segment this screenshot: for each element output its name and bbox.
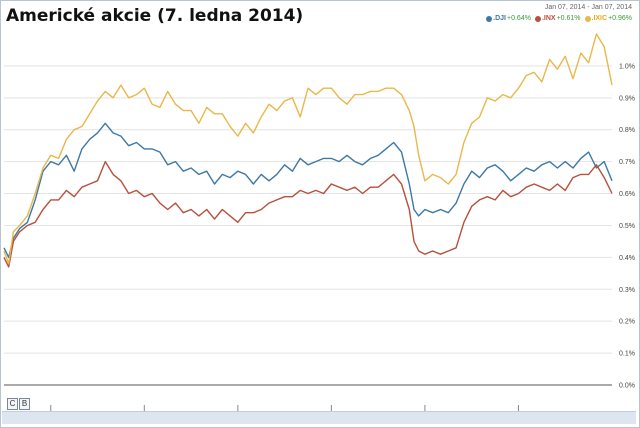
y-tick-label: 0.5% bbox=[619, 223, 635, 230]
y-tick-label: 0.0% bbox=[619, 383, 635, 390]
legend-change-dji: +0.64% bbox=[507, 15, 531, 22]
y-tick-label: 0.3% bbox=[619, 287, 635, 294]
legend-name-dji: .DJI bbox=[493, 15, 506, 22]
y-tick-label: 0.6% bbox=[619, 191, 635, 198]
y-tick-label: 0.2% bbox=[619, 319, 635, 326]
c-button[interactable]: C bbox=[7, 398, 18, 410]
legend-item-dji[interactable]: .DJI +0.64% bbox=[486, 15, 531, 22]
time-scrollbar[interactable] bbox=[2, 411, 636, 424]
series-line-inx bbox=[3, 160, 613, 268]
series-line-ixic bbox=[3, 33, 613, 265]
date-range: Jan 07, 2014 - Jan 07, 2014 bbox=[544, 4, 632, 11]
chart-title: Americké akcie (7. ledna 2014) bbox=[6, 6, 304, 26]
legend-item-ixic[interactable]: .IXIC +0.96% bbox=[584, 15, 632, 22]
chart-controls: C B bbox=[7, 398, 31, 410]
y-tick-label: 0.9% bbox=[619, 95, 635, 102]
y-tick-label: 0.4% bbox=[619, 255, 635, 262]
series-lines bbox=[3, 33, 613, 268]
legend-item-inx[interactable]: .INX +0.61% bbox=[534, 15, 581, 22]
legend-name-ixic: .IXIC bbox=[591, 15, 608, 22]
y-tick-label: 0.8% bbox=[619, 127, 635, 134]
series-line-dji bbox=[3, 122, 613, 259]
y-axis: 0.0% 0.1% 0.2% 0.3% 0.4% 0.5% 0.6% 0.7% 0.8% 0.9%… bbox=[619, 63, 635, 389]
y-tick-label: 0.1% bbox=[619, 351, 635, 358]
grid bbox=[4, 65, 612, 386]
legend-dot-icon bbox=[534, 15, 541, 22]
legend-name-inx: .INX bbox=[541, 15, 556, 22]
legend-change-ixic: +0.96% bbox=[608, 15, 632, 22]
legend-dot-icon bbox=[486, 15, 493, 22]
y-tick-label: 0.7% bbox=[619, 159, 635, 166]
y-tick-label: 1.0% bbox=[619, 63, 635, 70]
b-button[interactable]: B bbox=[19, 398, 30, 410]
legend-dot-icon bbox=[584, 15, 591, 22]
legend-change-inx: +0.61% bbox=[556, 15, 581, 22]
legend: .DJI +0.64% .INX +0.61% .IXIC +0.96% bbox=[486, 15, 632, 22]
